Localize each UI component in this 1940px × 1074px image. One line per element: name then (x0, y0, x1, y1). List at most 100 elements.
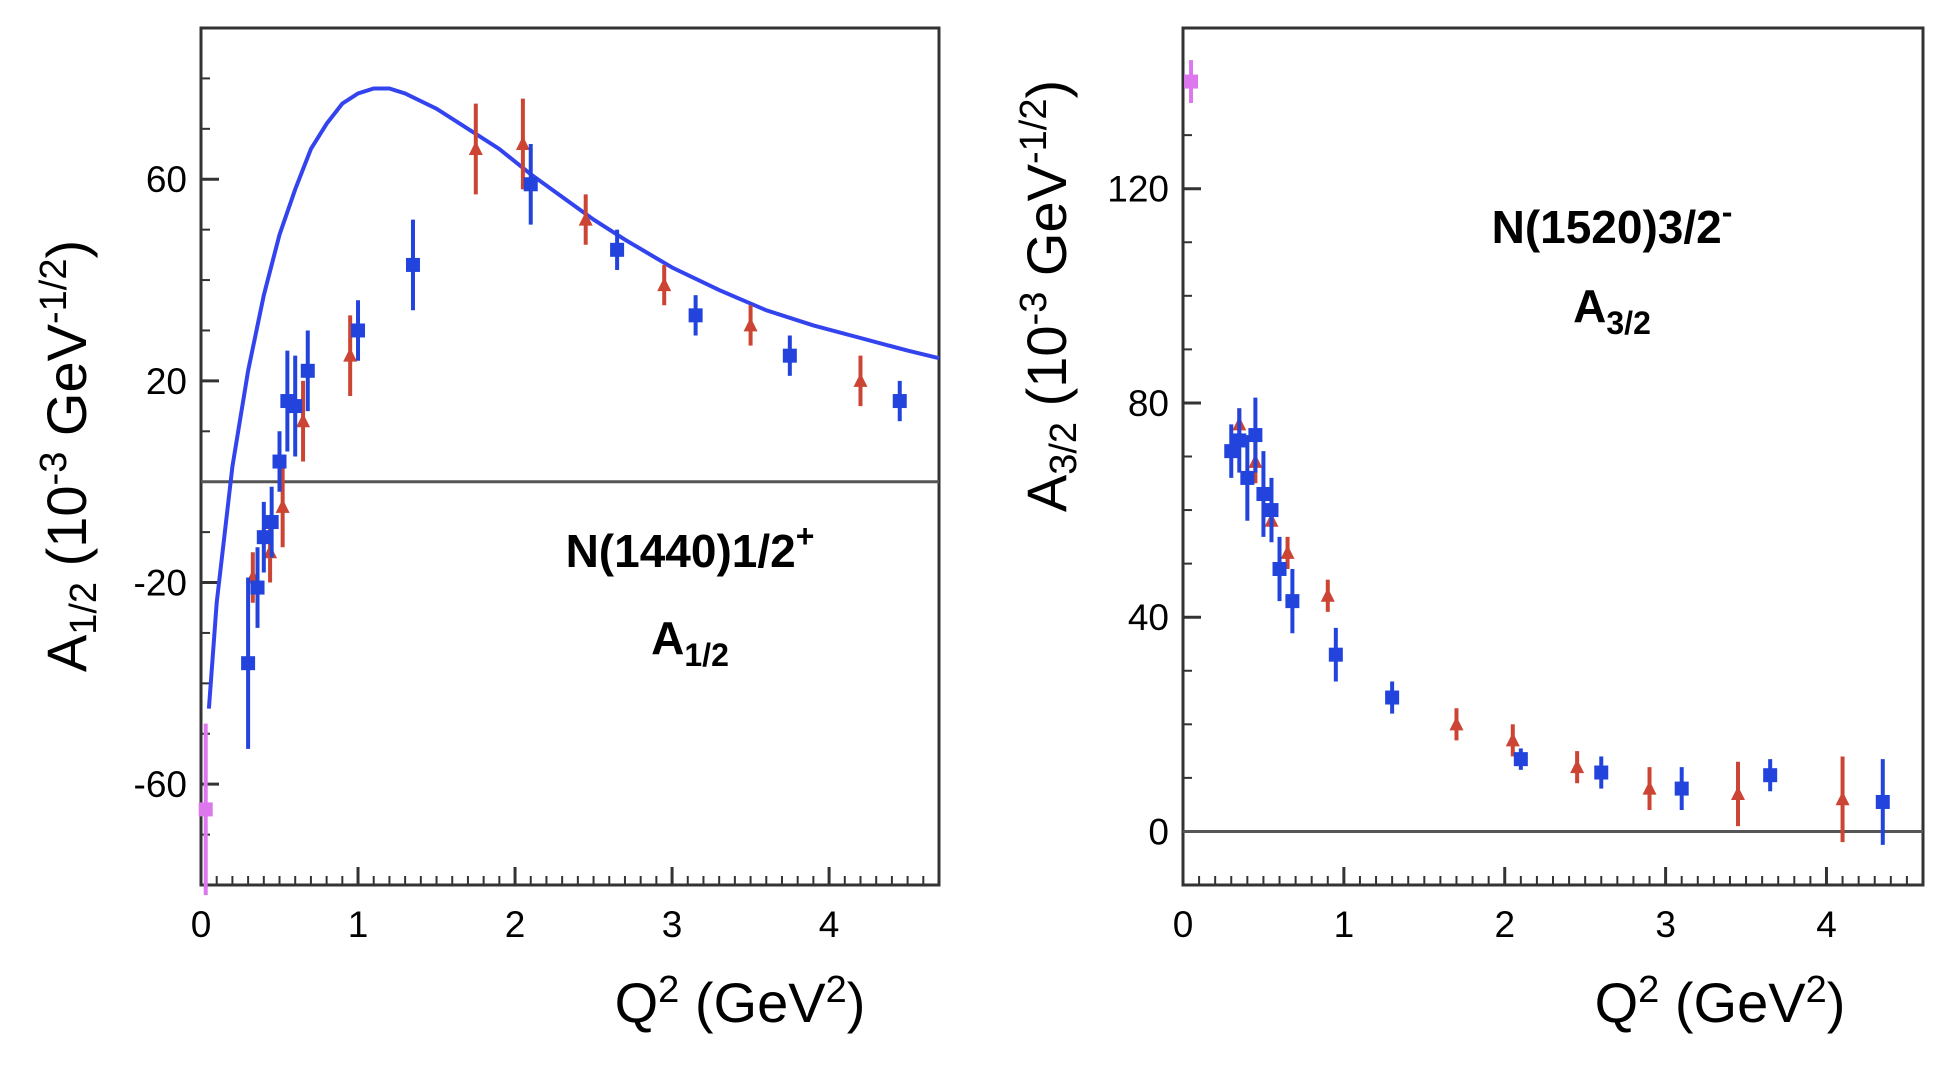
left-blue-data-point (250, 547, 265, 628)
left-red-data-point (853, 355, 868, 407)
left-x-tick-label: 0 (191, 904, 212, 945)
right-blue-data-point (1224, 424, 1239, 478)
left-square-marker (198, 802, 213, 817)
left-blue-data-point (523, 143, 538, 225)
left-square-marker (405, 257, 420, 272)
right-blue-data-point (1513, 748, 1528, 770)
left-red-data-point (296, 380, 311, 462)
left-blue-data-point (782, 335, 797, 376)
right-x-tick-label: 1 (1334, 904, 1355, 945)
left-photon-point-point (198, 723, 213, 896)
right-square-marker (1875, 794, 1890, 809)
right-square-marker (1513, 752, 1528, 767)
right-blue-data-point (1232, 408, 1247, 473)
right-x-tick-label: 3 (1655, 904, 1676, 945)
right-data-marks (1184, 60, 1890, 845)
left-blue-data-point (351, 300, 366, 361)
right-square-marker (1328, 647, 1343, 662)
left-blue-data-point (272, 431, 287, 492)
right-square-marker (1248, 428, 1263, 443)
left-triangle-marker (343, 347, 358, 362)
right-square-marker (1272, 561, 1287, 576)
left-annotation-resonance: N(1440)1/2+ (566, 518, 815, 577)
left-plot-frame (199, 26, 941, 887)
left-square-marker (300, 363, 315, 378)
right-square-marker (1232, 433, 1247, 448)
right-blue-data-point (1763, 759, 1778, 792)
right-x-tick-label: 4 (1816, 904, 1837, 945)
right-square-marker (1256, 486, 1271, 501)
right-square-marker (1763, 768, 1778, 783)
right-triangle-marker (1320, 587, 1335, 602)
left-triangle-marker (275, 498, 290, 513)
left-square-marker (241, 656, 256, 671)
right-annotation-amplitude: A3/2 (1573, 280, 1651, 341)
right-triangle-marker (1505, 732, 1520, 747)
left-red-data-point (657, 264, 672, 306)
left-square-marker (272, 454, 287, 469)
right-blue-data-point (1385, 681, 1400, 714)
left-red-data-point (343, 315, 358, 397)
right-y-tick-label: 40 (1128, 597, 1169, 638)
left-data-marks (198, 86, 940, 896)
left-blue-data-point (264, 486, 279, 558)
right-triangle-marker (1731, 785, 1745, 800)
left-triangle-marker (853, 372, 868, 387)
right-photon-point-point (1184, 60, 1199, 103)
right-square-marker (1224, 444, 1239, 459)
right-red-data-point (1449, 708, 1464, 741)
left-blue-data-point (688, 295, 703, 336)
left-y-tick-label: -60 (134, 764, 187, 805)
right-red-data-point (1570, 751, 1585, 784)
right-square-marker (1385, 690, 1400, 705)
left-square-marker (351, 323, 366, 338)
left-triangle-marker (296, 413, 311, 428)
left-blue-data-point (300, 330, 315, 412)
right-red-data-point (1505, 724, 1520, 757)
right-blue-data-point (1240, 435, 1255, 521)
right-y-axis-title: A3/2 (10-3 GeV-1/2) (1013, 80, 1085, 512)
right-y-tick-label: 0 (1148, 811, 1169, 852)
left-x-tick-label: 3 (662, 904, 683, 945)
right-annotation-resonance: N(1520)3/2- (1492, 194, 1733, 253)
left-square-marker (288, 399, 303, 414)
right-red-data-point (1642, 767, 1657, 811)
right-blue-data-point (1285, 568, 1300, 634)
right-blue-data-point (1674, 767, 1689, 811)
left-annotation-amplitude: A1/2 (651, 612, 729, 673)
right-triangle-marker (1642, 780, 1657, 795)
left-triangle-marker (468, 140, 483, 155)
right-plot-frame (1181, 26, 1925, 887)
right-red-data-point (1835, 756, 1850, 843)
left-triangle-marker (578, 211, 593, 226)
right-triangle-marker (1449, 716, 1464, 731)
left-blue-data-point (405, 219, 420, 311)
left-blue-data-point (288, 355, 303, 457)
left-y-tick-label: 60 (146, 159, 187, 200)
right-blue-data-point (1328, 627, 1343, 682)
left-blue-data-point (241, 577, 256, 749)
right-x-axis-title: Q2 (GeV2) (1595, 969, 1846, 1034)
right-triangle-marker (1570, 759, 1585, 774)
left-x-tick-label: 2 (505, 904, 526, 945)
left-axes: 0 1 2 3 4 -60 -20 20 60 (134, 27, 940, 945)
right-square-marker (1184, 74, 1199, 89)
left-x-tick-label: 4 (819, 904, 840, 945)
right-y-tick-label: 120 (1107, 169, 1169, 210)
left-model-curve (206, 86, 940, 709)
left-blue-data-point (610, 229, 625, 270)
left-red-data-point (578, 194, 593, 245)
right-blue-data-point (1272, 536, 1287, 602)
left-triangle-marker (515, 135, 530, 150)
right-blue-data-point (1248, 397, 1263, 473)
left-square-marker (610, 242, 625, 257)
right-square-marker (1594, 765, 1609, 780)
left-y-tick-label: -20 (134, 563, 187, 604)
left-red-data-point (468, 103, 483, 195)
right-red-data-point (1280, 536, 1295, 569)
left-square-marker (250, 580, 265, 595)
left-square-marker (782, 348, 797, 363)
right-red-data-point (1320, 579, 1335, 612)
left-x-tick-label: 1 (348, 904, 369, 945)
